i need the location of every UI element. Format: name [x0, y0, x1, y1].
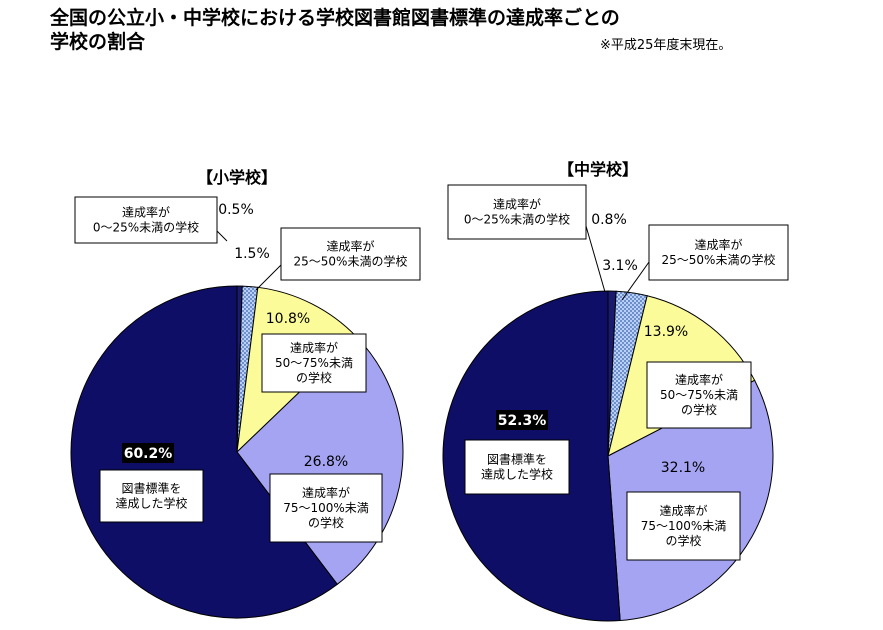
percent-label-2: 10.8% [266, 311, 310, 327]
category-label-box-1 [648, 224, 789, 281]
category-label-4: 図書標準を達成した学校 [115, 481, 187, 511]
leader-line-1 [255, 264, 282, 291]
percent-label-1: 1.5% [234, 246, 270, 262]
title-line-2: 学校の割合 [50, 31, 146, 53]
category-label-box-3 [626, 491, 741, 561]
category-label-box-4 [99, 469, 204, 523]
percent-badge-bg [122, 443, 174, 463]
category-label-0: 達成率が 0～25%未満の学校 [93, 205, 199, 235]
category-label-box-2 [261, 333, 367, 393]
chart-title: 【中学校】 [558, 160, 638, 179]
category-label-0: 達成率が 0～25%未満の学校 [464, 197, 570, 227]
percent-label-4: 60.2% [124, 446, 173, 462]
category-label-box-2 [646, 361, 752, 429]
category-label-box-0 [447, 184, 587, 240]
percent-label-2: 13.9% [644, 324, 688, 340]
chart-title: 【小学校】 [197, 168, 277, 187]
category-label-2: 達成率が 50～75%未満の学校 [275, 340, 353, 385]
category-label-box-3 [269, 473, 383, 543]
category-label-box-0 [74, 196, 218, 244]
category-label-3: 達成率が 75～100%未満の学校 [283, 485, 369, 530]
category-label-1: 達成率が 25～50%未満の学校 [294, 239, 408, 269]
category-label-1: 達成率が 25～50%未満の学校 [662, 237, 776, 267]
title-line-1: 全国の公立小・中学校における学校図書館図書標準の達成率ごとの [50, 7, 620, 29]
category-label-box-1 [280, 227, 421, 281]
page-title: 全国の公立小・中学校における学校図書館図書標準の達成率ごとの 学校の割合 [50, 6, 620, 54]
leader-line-0 [216, 230, 228, 242]
category-label-3: 達成率が 75～100%未満の学校 [641, 503, 727, 548]
percent-label-0: 0.5% [218, 202, 254, 218]
leader-line-0 [585, 225, 606, 293]
date-note: ※平成25年度末現在。 [600, 38, 732, 53]
category-label-4: 図書標準を達成した学校 [481, 452, 553, 482]
percent-label-3: 32.1% [661, 460, 705, 476]
percent-label-1: 3.1% [602, 258, 638, 274]
category-label-2: 達成率が 50～75%未満の学校 [660, 372, 738, 417]
percent-badge-bg [496, 410, 548, 430]
percent-label-0: 0.8% [591, 212, 627, 228]
category-label-box-4 [464, 439, 570, 495]
percent-label-3: 26.8% [304, 454, 348, 470]
leader-line-1 [621, 261, 650, 301]
percent-label-4: 52.3% [498, 413, 547, 429]
